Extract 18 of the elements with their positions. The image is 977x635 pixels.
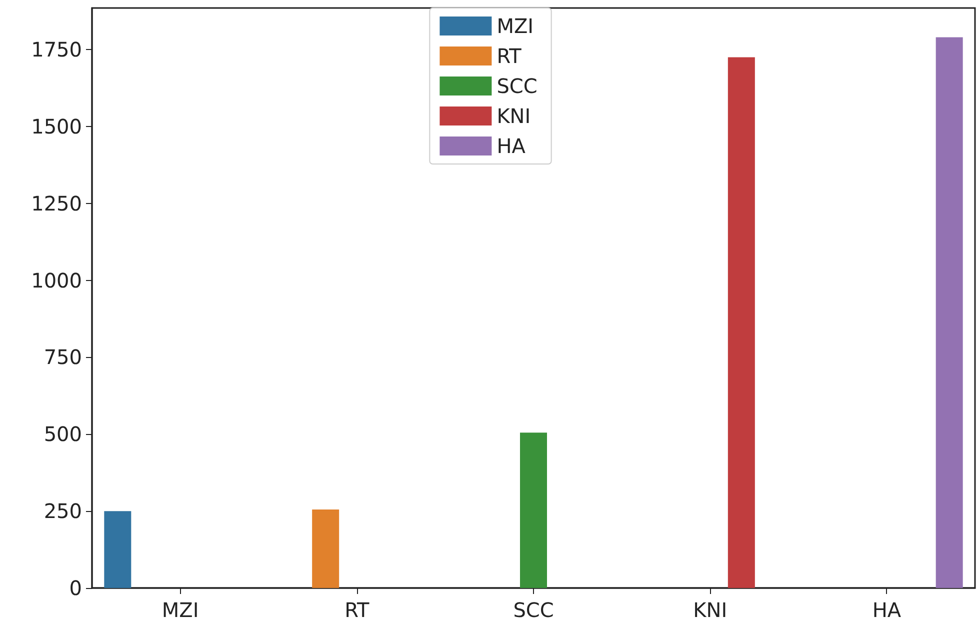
- legend-label: MZI: [496, 14, 534, 38]
- legend-label: HA: [496, 134, 526, 158]
- y-tick-label: 1750: [31, 38, 82, 62]
- x-tick-label: RT: [344, 598, 370, 622]
- y-tick-label: 500: [44, 422, 82, 446]
- y-tick-label: 250: [44, 499, 82, 524]
- y-tick-label: 1500: [31, 114, 82, 138]
- legend-label: KNI: [496, 104, 531, 128]
- y-tick-label: 750: [44, 345, 82, 370]
- x-tick-label: SCC: [513, 598, 554, 622]
- y-tick-label: 0: [69, 576, 82, 600]
- x-tick-label: MZI: [162, 598, 199, 622]
- x-tick-label: KNI: [693, 598, 728, 622]
- y-tick-label: 1000: [31, 268, 82, 292]
- y-tick-label: 1250: [31, 191, 82, 216]
- legend-label: SCC: [496, 74, 538, 98]
- x-tick-label: HA: [872, 598, 902, 622]
- legend-label: RT: [496, 44, 522, 68]
